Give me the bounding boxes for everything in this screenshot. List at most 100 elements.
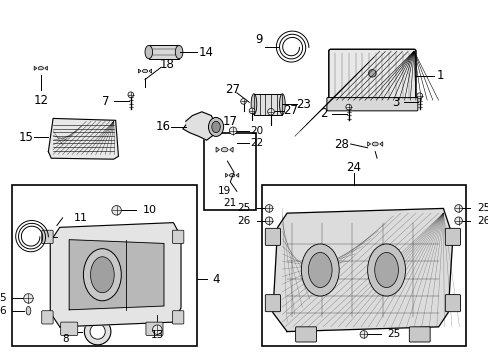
Ellipse shape bbox=[175, 45, 183, 59]
Text: 27: 27 bbox=[224, 82, 239, 95]
Ellipse shape bbox=[301, 244, 339, 296]
Text: 20: 20 bbox=[250, 126, 263, 136]
FancyBboxPatch shape bbox=[145, 322, 163, 336]
Text: 13: 13 bbox=[150, 330, 163, 340]
FancyBboxPatch shape bbox=[41, 230, 53, 243]
Text: 6: 6 bbox=[0, 306, 6, 316]
Text: 11: 11 bbox=[74, 213, 88, 223]
FancyBboxPatch shape bbox=[265, 294, 280, 312]
Bar bbox=[253, 94, 282, 114]
Polygon shape bbox=[34, 66, 37, 70]
Circle shape bbox=[152, 325, 162, 334]
FancyBboxPatch shape bbox=[445, 228, 460, 246]
Circle shape bbox=[454, 204, 462, 212]
FancyBboxPatch shape bbox=[172, 311, 183, 324]
Ellipse shape bbox=[221, 148, 227, 152]
Ellipse shape bbox=[211, 121, 220, 132]
FancyBboxPatch shape bbox=[328, 49, 415, 102]
Bar bbox=[203, 132, 255, 210]
Text: 26: 26 bbox=[236, 216, 250, 226]
Ellipse shape bbox=[371, 142, 377, 146]
Circle shape bbox=[112, 206, 121, 215]
Bar bbox=[12, 185, 197, 346]
Polygon shape bbox=[69, 240, 163, 310]
Ellipse shape bbox=[83, 249, 121, 301]
Polygon shape bbox=[216, 147, 219, 152]
Polygon shape bbox=[229, 147, 233, 152]
Circle shape bbox=[265, 204, 272, 212]
Text: 24: 24 bbox=[346, 161, 360, 174]
Circle shape bbox=[454, 217, 462, 225]
Ellipse shape bbox=[142, 69, 147, 73]
Text: 15: 15 bbox=[19, 131, 34, 144]
Polygon shape bbox=[236, 173, 238, 177]
Text: 25: 25 bbox=[386, 329, 400, 339]
Ellipse shape bbox=[145, 45, 152, 59]
Text: 17: 17 bbox=[222, 115, 237, 128]
Circle shape bbox=[368, 69, 375, 77]
Circle shape bbox=[265, 217, 272, 225]
FancyBboxPatch shape bbox=[445, 294, 460, 312]
Text: 23: 23 bbox=[295, 98, 310, 111]
Text: 16: 16 bbox=[155, 121, 170, 134]
Text: 4: 4 bbox=[212, 273, 219, 286]
Circle shape bbox=[90, 324, 105, 339]
Ellipse shape bbox=[308, 252, 331, 288]
Ellipse shape bbox=[279, 94, 285, 114]
Ellipse shape bbox=[26, 306, 31, 315]
Polygon shape bbox=[45, 66, 47, 70]
FancyBboxPatch shape bbox=[408, 327, 429, 342]
Text: 1: 1 bbox=[436, 69, 444, 82]
Bar bbox=[261, 185, 465, 346]
Ellipse shape bbox=[367, 244, 405, 296]
Polygon shape bbox=[48, 118, 118, 159]
Bar bbox=[148, 45, 179, 59]
Polygon shape bbox=[225, 173, 228, 177]
Text: 22: 22 bbox=[250, 138, 263, 148]
Text: 21: 21 bbox=[223, 198, 236, 208]
Polygon shape bbox=[272, 208, 452, 332]
Text: 2: 2 bbox=[320, 107, 327, 120]
Circle shape bbox=[345, 104, 351, 110]
Ellipse shape bbox=[90, 257, 114, 293]
Ellipse shape bbox=[231, 140, 235, 147]
Text: 19: 19 bbox=[218, 186, 231, 196]
Text: 25: 25 bbox=[236, 203, 250, 213]
Circle shape bbox=[267, 108, 274, 115]
Polygon shape bbox=[367, 142, 370, 146]
Text: 3: 3 bbox=[391, 96, 399, 109]
FancyBboxPatch shape bbox=[172, 230, 183, 243]
Circle shape bbox=[128, 92, 133, 98]
Circle shape bbox=[359, 330, 367, 338]
Ellipse shape bbox=[208, 117, 223, 136]
Text: 28: 28 bbox=[334, 138, 349, 150]
Circle shape bbox=[249, 108, 254, 114]
Polygon shape bbox=[138, 69, 141, 73]
Ellipse shape bbox=[374, 252, 398, 288]
FancyBboxPatch shape bbox=[41, 311, 53, 324]
Text: 14: 14 bbox=[199, 46, 214, 59]
Polygon shape bbox=[379, 142, 382, 146]
Ellipse shape bbox=[38, 67, 43, 70]
Circle shape bbox=[24, 294, 33, 303]
Ellipse shape bbox=[251, 94, 256, 114]
Text: 26: 26 bbox=[477, 216, 488, 226]
Ellipse shape bbox=[229, 174, 234, 177]
Text: 10: 10 bbox=[143, 205, 157, 215]
FancyBboxPatch shape bbox=[295, 327, 316, 342]
Circle shape bbox=[229, 127, 236, 135]
FancyBboxPatch shape bbox=[326, 98, 417, 111]
Text: 8: 8 bbox=[62, 334, 69, 344]
Text: 27: 27 bbox=[283, 104, 298, 117]
FancyBboxPatch shape bbox=[265, 228, 280, 246]
FancyBboxPatch shape bbox=[61, 322, 78, 336]
Text: 9: 9 bbox=[254, 33, 262, 46]
Polygon shape bbox=[149, 69, 151, 73]
Text: 25: 25 bbox=[477, 203, 488, 213]
Text: 5: 5 bbox=[0, 293, 6, 303]
Circle shape bbox=[84, 318, 111, 345]
Circle shape bbox=[240, 99, 246, 104]
Text: 7: 7 bbox=[102, 95, 110, 108]
Circle shape bbox=[416, 93, 422, 99]
Text: 12: 12 bbox=[33, 94, 48, 107]
